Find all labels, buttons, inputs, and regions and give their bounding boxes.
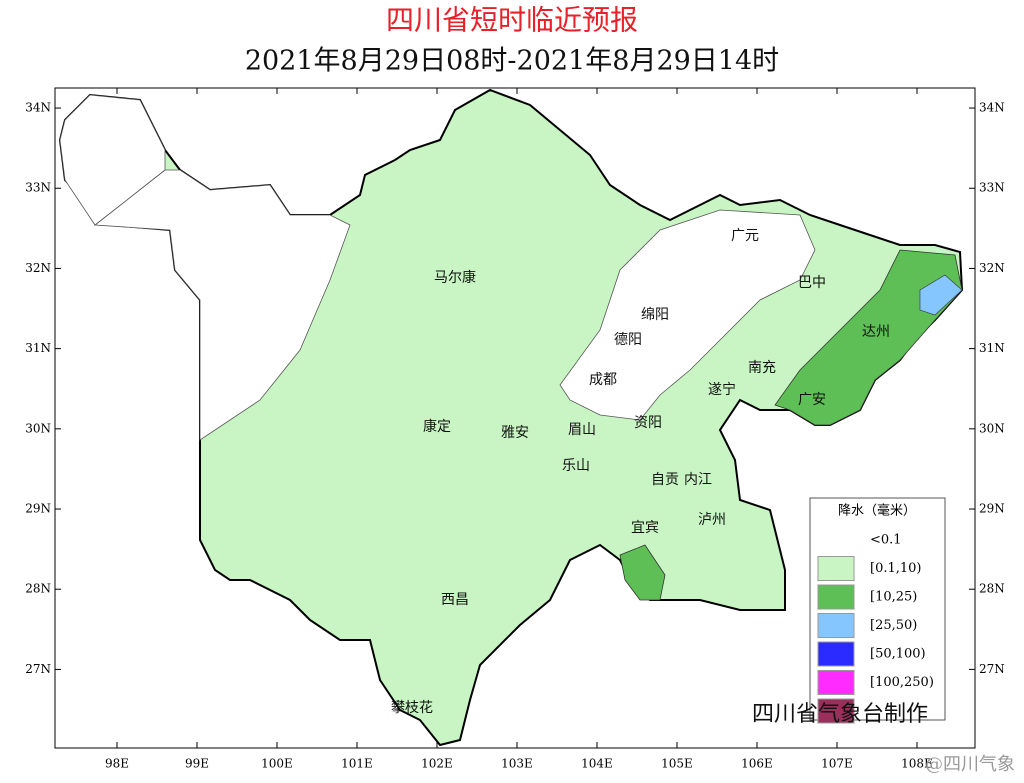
- y-tick-label: 29N: [979, 502, 1005, 516]
- dry-area-northwest: [59, 94, 166, 226]
- x-tick-label: 106E: [741, 757, 773, 771]
- dry-area-basin: [559, 209, 816, 421]
- legend-label: [10,25): [870, 590, 917, 605]
- x-tick-label: 107E: [821, 757, 853, 771]
- city-label: 巴中: [798, 275, 826, 291]
- city-label: 泸州: [698, 512, 726, 528]
- city-label: 资阳: [634, 415, 662, 431]
- city-label: 宜宾: [631, 520, 659, 536]
- x-tick-label: 108E: [901, 757, 933, 771]
- city-label: 雅安: [501, 425, 529, 441]
- rain-area-northeast: [774, 249, 963, 426]
- city-label: 成都: [589, 372, 617, 388]
- y-tick-label: 33N: [979, 181, 1005, 195]
- y-tick-label: 33N: [25, 181, 51, 195]
- legend-swatch: [817, 698, 855, 724]
- legend-swatch: [817, 641, 855, 667]
- dry-area-west: [93, 169, 351, 441]
- x-tick-label: 103E: [501, 757, 533, 771]
- y-tick-label: 32N: [979, 261, 1005, 275]
- y-tick-label: 28N: [25, 582, 51, 596]
- y-tick-label: 28N: [979, 582, 1005, 596]
- legend-swatch: [817, 613, 855, 638]
- x-tick-label: 101E: [341, 757, 373, 771]
- legend-swatch: [817, 670, 855, 695]
- city-label: 德阳: [614, 332, 642, 348]
- legend-label: [0.1,10): [870, 561, 922, 576]
- legend-label: [50,100): [870, 647, 926, 662]
- x-tick-label: 105E: [661, 757, 693, 771]
- city-label: 南充: [748, 360, 776, 376]
- city-label: 自贡: [651, 472, 679, 488]
- city-label: 眉山: [568, 422, 596, 438]
- city-label: 内江: [684, 472, 712, 488]
- y-tick-label: 31N: [25, 341, 51, 355]
- city-label: 康定: [423, 418, 451, 435]
- y-tick-label: 34N: [979, 101, 1005, 115]
- x-tick-label: 99E: [185, 757, 209, 771]
- y-tick-label: 30N: [25, 421, 51, 435]
- watermark: @四川气象: [925, 754, 1015, 775]
- y-tick-label: 31N: [979, 341, 1005, 355]
- rain-area-south: [619, 544, 666, 601]
- city-label: 西昌: [441, 592, 469, 608]
- legend-label: <0.1: [870, 533, 902, 548]
- legend-title: 降水（毫米）: [838, 503, 916, 519]
- x-tick-label: 102E: [421, 757, 453, 771]
- y-tick-label: 30N: [979, 421, 1005, 435]
- x-tick-label: 98E: [105, 757, 129, 771]
- subtitle: 2021年8月29日08时-2021年8月29日14时: [245, 46, 779, 77]
- x-tick-label: 104E: [581, 757, 613, 771]
- city-label: 马尔康: [434, 269, 476, 286]
- x-tick-label: 100E: [261, 757, 293, 771]
- legend-label: [100,250): [870, 675, 934, 690]
- city-label: 广元: [731, 228, 759, 244]
- y-tick-label: 34N: [25, 101, 51, 115]
- title: 四川省短时临近预报: [386, 4, 638, 37]
- legend-swatch: [817, 556, 855, 581]
- city-label: 广安: [798, 392, 826, 408]
- legend-label: [25,50): [870, 618, 917, 633]
- y-tick-label: 29N: [25, 502, 51, 516]
- rain-area-heavy: [919, 274, 963, 316]
- map-frame: [54, 87, 976, 749]
- footer: 四川省气象台制作: [752, 702, 928, 727]
- city-label: 乐山: [562, 458, 590, 474]
- city-label: 绵阳: [641, 306, 669, 323]
- city-label: 攀枝花: [391, 700, 433, 716]
- y-tick-label: 27N: [25, 662, 51, 676]
- legend-swatch: [817, 584, 855, 610]
- y-tick-label: 27N: [979, 662, 1005, 676]
- city-label: 达州: [862, 324, 890, 340]
- y-tick-label: 32N: [25, 261, 51, 275]
- city-label: 遂宁: [708, 381, 736, 398]
